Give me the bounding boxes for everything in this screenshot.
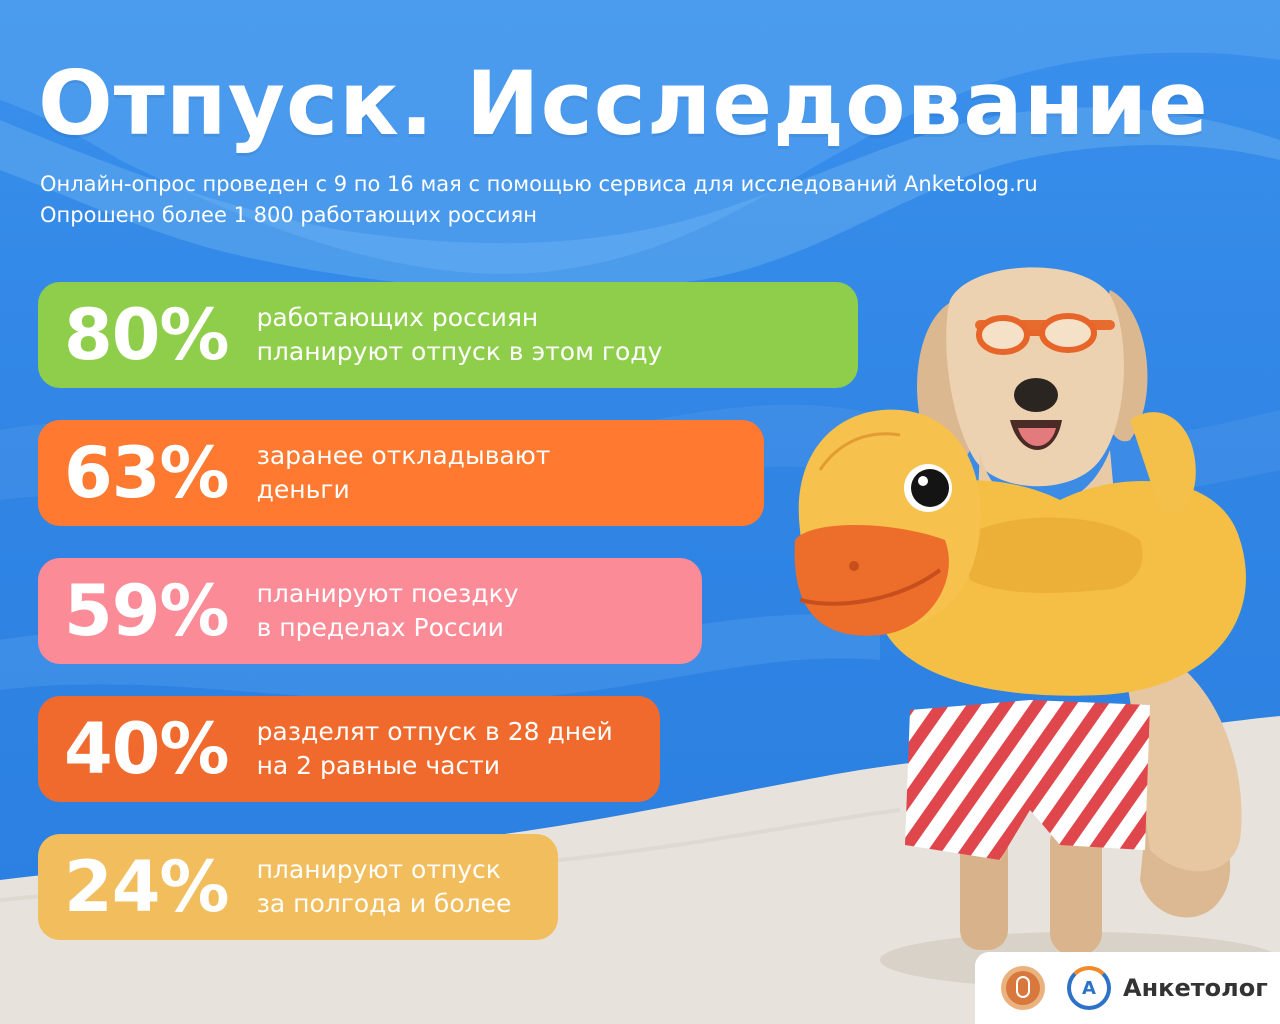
stat-percent: 80% [64,294,230,376]
subtitle-survey-info: Онлайн-опрос проведен с 9 по 16 мая с по… [40,172,1038,196]
stat-description-line: заранее откладывают [256,441,551,470]
stat-description-line: планируют отпуск [256,855,501,884]
stat-card-63: 63% заранее откладывают деньги [38,420,764,526]
stat-description-line: планируют поездку [256,579,519,608]
stat-card-80: 80% работающих россиян планируют отпуск … [38,282,858,388]
stat-description-line: разделят отпуск в 28 дней [256,717,613,746]
stat-description: планируют поездку в пределах России [257,577,519,645]
stat-description: планируют отпуск за полгода и более [257,853,512,921]
striped-shorts [905,700,1150,860]
stat-description-line: в пределах России [256,613,504,642]
stat-card-59: 59% планируют поездку в пределах России [38,558,702,664]
stat-description-line: на 2 равные части [256,751,501,780]
stat-card-24: 24% планируют отпуск за полгода и более [38,834,558,940]
anketolog-logo-icon: A [1067,966,1111,1010]
stat-percent: 24% [64,846,230,928]
stat-description-line: планируют отпуск в этом году [256,337,663,366]
stat-description-line: работающих россиян [256,303,539,332]
stat-description: разделят отпуск в 28 дней на 2 равные ча… [257,715,613,783]
stat-percent: 59% [64,570,230,652]
goggles [975,313,1115,355]
stat-description: заранее откладывают деньги [257,439,551,507]
subtitle-respondents: Опрошено более 1 800 работающих россиян [40,203,537,227]
stat-description: работающих россиян планируют отпуск в эт… [257,301,663,369]
stat-percent: 63% [64,432,230,514]
stat-percent: 40% [64,708,230,790]
microphone-logo-icon [1001,966,1045,1010]
footer-logos: A Анкетолог [975,952,1280,1024]
brand-name: Анкетолог [1123,974,1268,1002]
stat-card-40: 40% разделят отпуск в 28 дней на 2 равны… [38,696,660,802]
page-title: Отпуск. Исследование [38,52,1209,155]
stat-description-line: за полгода и более [256,889,512,918]
stat-description-line: деньги [256,475,350,504]
